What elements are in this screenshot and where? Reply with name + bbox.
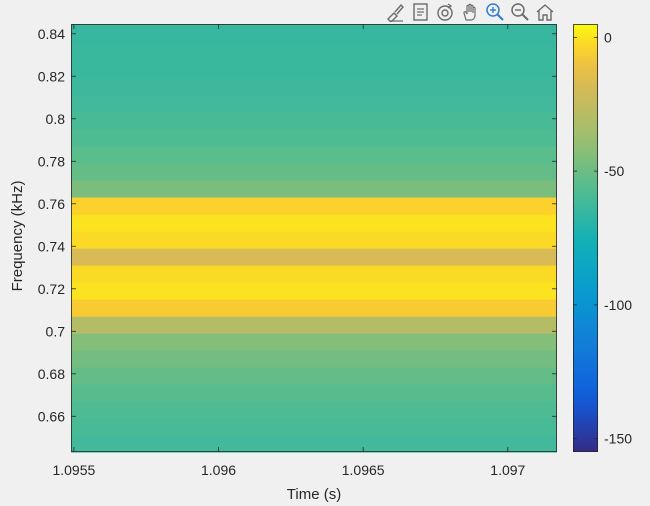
heatmap-row bbox=[71, 349, 557, 368]
colorbar-tick-label: -50 bbox=[604, 163, 624, 179]
heatmap-row bbox=[71, 400, 557, 419]
heatmap-row bbox=[71, 247, 557, 266]
axes-toolbar bbox=[384, 1, 556, 23]
y-tick-label: 0.66 bbox=[38, 408, 65, 424]
pan-hand-button[interactable] bbox=[459, 1, 481, 23]
zoom-in-button[interactable] bbox=[484, 1, 506, 23]
zoom-in-icon bbox=[486, 3, 504, 21]
colorbar: 0 -50 -100 -150 bbox=[573, 24, 632, 452]
x-axis-label: Time (s) bbox=[287, 486, 341, 503]
y-axis: 0.66 0.68 0.7 0.72 0.74 0.76 0.78 0.8 0.82 0.84 bbox=[38, 26, 557, 424]
heatmap-row bbox=[71, 43, 557, 62]
brush-data-button[interactable] bbox=[384, 1, 406, 23]
x-tick-label: 1.096 bbox=[201, 462, 236, 478]
brush-data-icon bbox=[387, 3, 404, 22]
rotate-3d-icon bbox=[437, 3, 453, 21]
y-tick-label: 0.82 bbox=[38, 68, 65, 84]
x-tick-label: 1.0965 bbox=[342, 462, 385, 478]
plot-frame bbox=[71, 24, 557, 452]
zoom-out-icon bbox=[511, 3, 529, 21]
heatmap-row bbox=[71, 60, 557, 79]
colorbar-tick-label: 0 bbox=[604, 29, 612, 45]
zoom-out-button[interactable] bbox=[509, 1, 531, 23]
x-axis: 1.0955 1.096 1.0965 1.097 bbox=[52, 24, 526, 478]
y-tick-label: 0.76 bbox=[38, 196, 65, 212]
y-tick-label: 0.78 bbox=[38, 153, 65, 169]
colorbar-tick-label: -150 bbox=[604, 431, 632, 447]
heatmap-row bbox=[71, 315, 557, 334]
heatmap-row bbox=[71, 332, 557, 351]
y-tick-label: 0.84 bbox=[38, 26, 65, 42]
colorbar-tick-label: -100 bbox=[604, 297, 632, 313]
y-tick-label: 0.8 bbox=[46, 111, 66, 127]
x-tick-label: 1.0955 bbox=[52, 462, 95, 478]
heatmap-row bbox=[71, 281, 557, 300]
heatmap-row bbox=[71, 111, 557, 130]
pan-hand-icon bbox=[463, 3, 476, 21]
heatmap-row bbox=[71, 434, 557, 453]
plot-area bbox=[71, 24, 557, 453]
home-restore-view-icon bbox=[536, 4, 554, 21]
heatmap-row bbox=[71, 179, 557, 198]
y-tick-label: 0.74 bbox=[38, 238, 65, 254]
heatmap-row bbox=[71, 77, 557, 96]
heatmap-row bbox=[71, 366, 557, 385]
data-tips-button[interactable] bbox=[409, 1, 431, 23]
heatmap-row bbox=[71, 417, 557, 436]
heatmap-row bbox=[71, 196, 557, 215]
heatmap-row bbox=[71, 94, 557, 113]
y-axis-label: Frequency (kHz) bbox=[9, 181, 26, 292]
home-restore-view-button[interactable] bbox=[534, 1, 556, 23]
heatmap-row bbox=[71, 128, 557, 147]
heatmap-row bbox=[71, 213, 557, 232]
heatmap-row bbox=[71, 162, 557, 181]
heatmap-row bbox=[71, 24, 557, 45]
y-tick-label: 0.68 bbox=[38, 366, 65, 382]
heatmap-row bbox=[71, 383, 557, 402]
y-tick-label: 0.7 bbox=[46, 323, 66, 339]
heatmap-row bbox=[71, 145, 557, 164]
y-tick-label: 0.72 bbox=[38, 281, 65, 297]
colorbar-gradient bbox=[573, 24, 598, 452]
heatmap-row bbox=[71, 230, 557, 249]
data-tips-icon bbox=[413, 3, 428, 21]
rotate-3d-button[interactable] bbox=[434, 1, 456, 23]
heatmap-row bbox=[71, 298, 557, 317]
heatmap-row bbox=[71, 264, 557, 283]
x-tick-label: 1.097 bbox=[490, 462, 525, 478]
